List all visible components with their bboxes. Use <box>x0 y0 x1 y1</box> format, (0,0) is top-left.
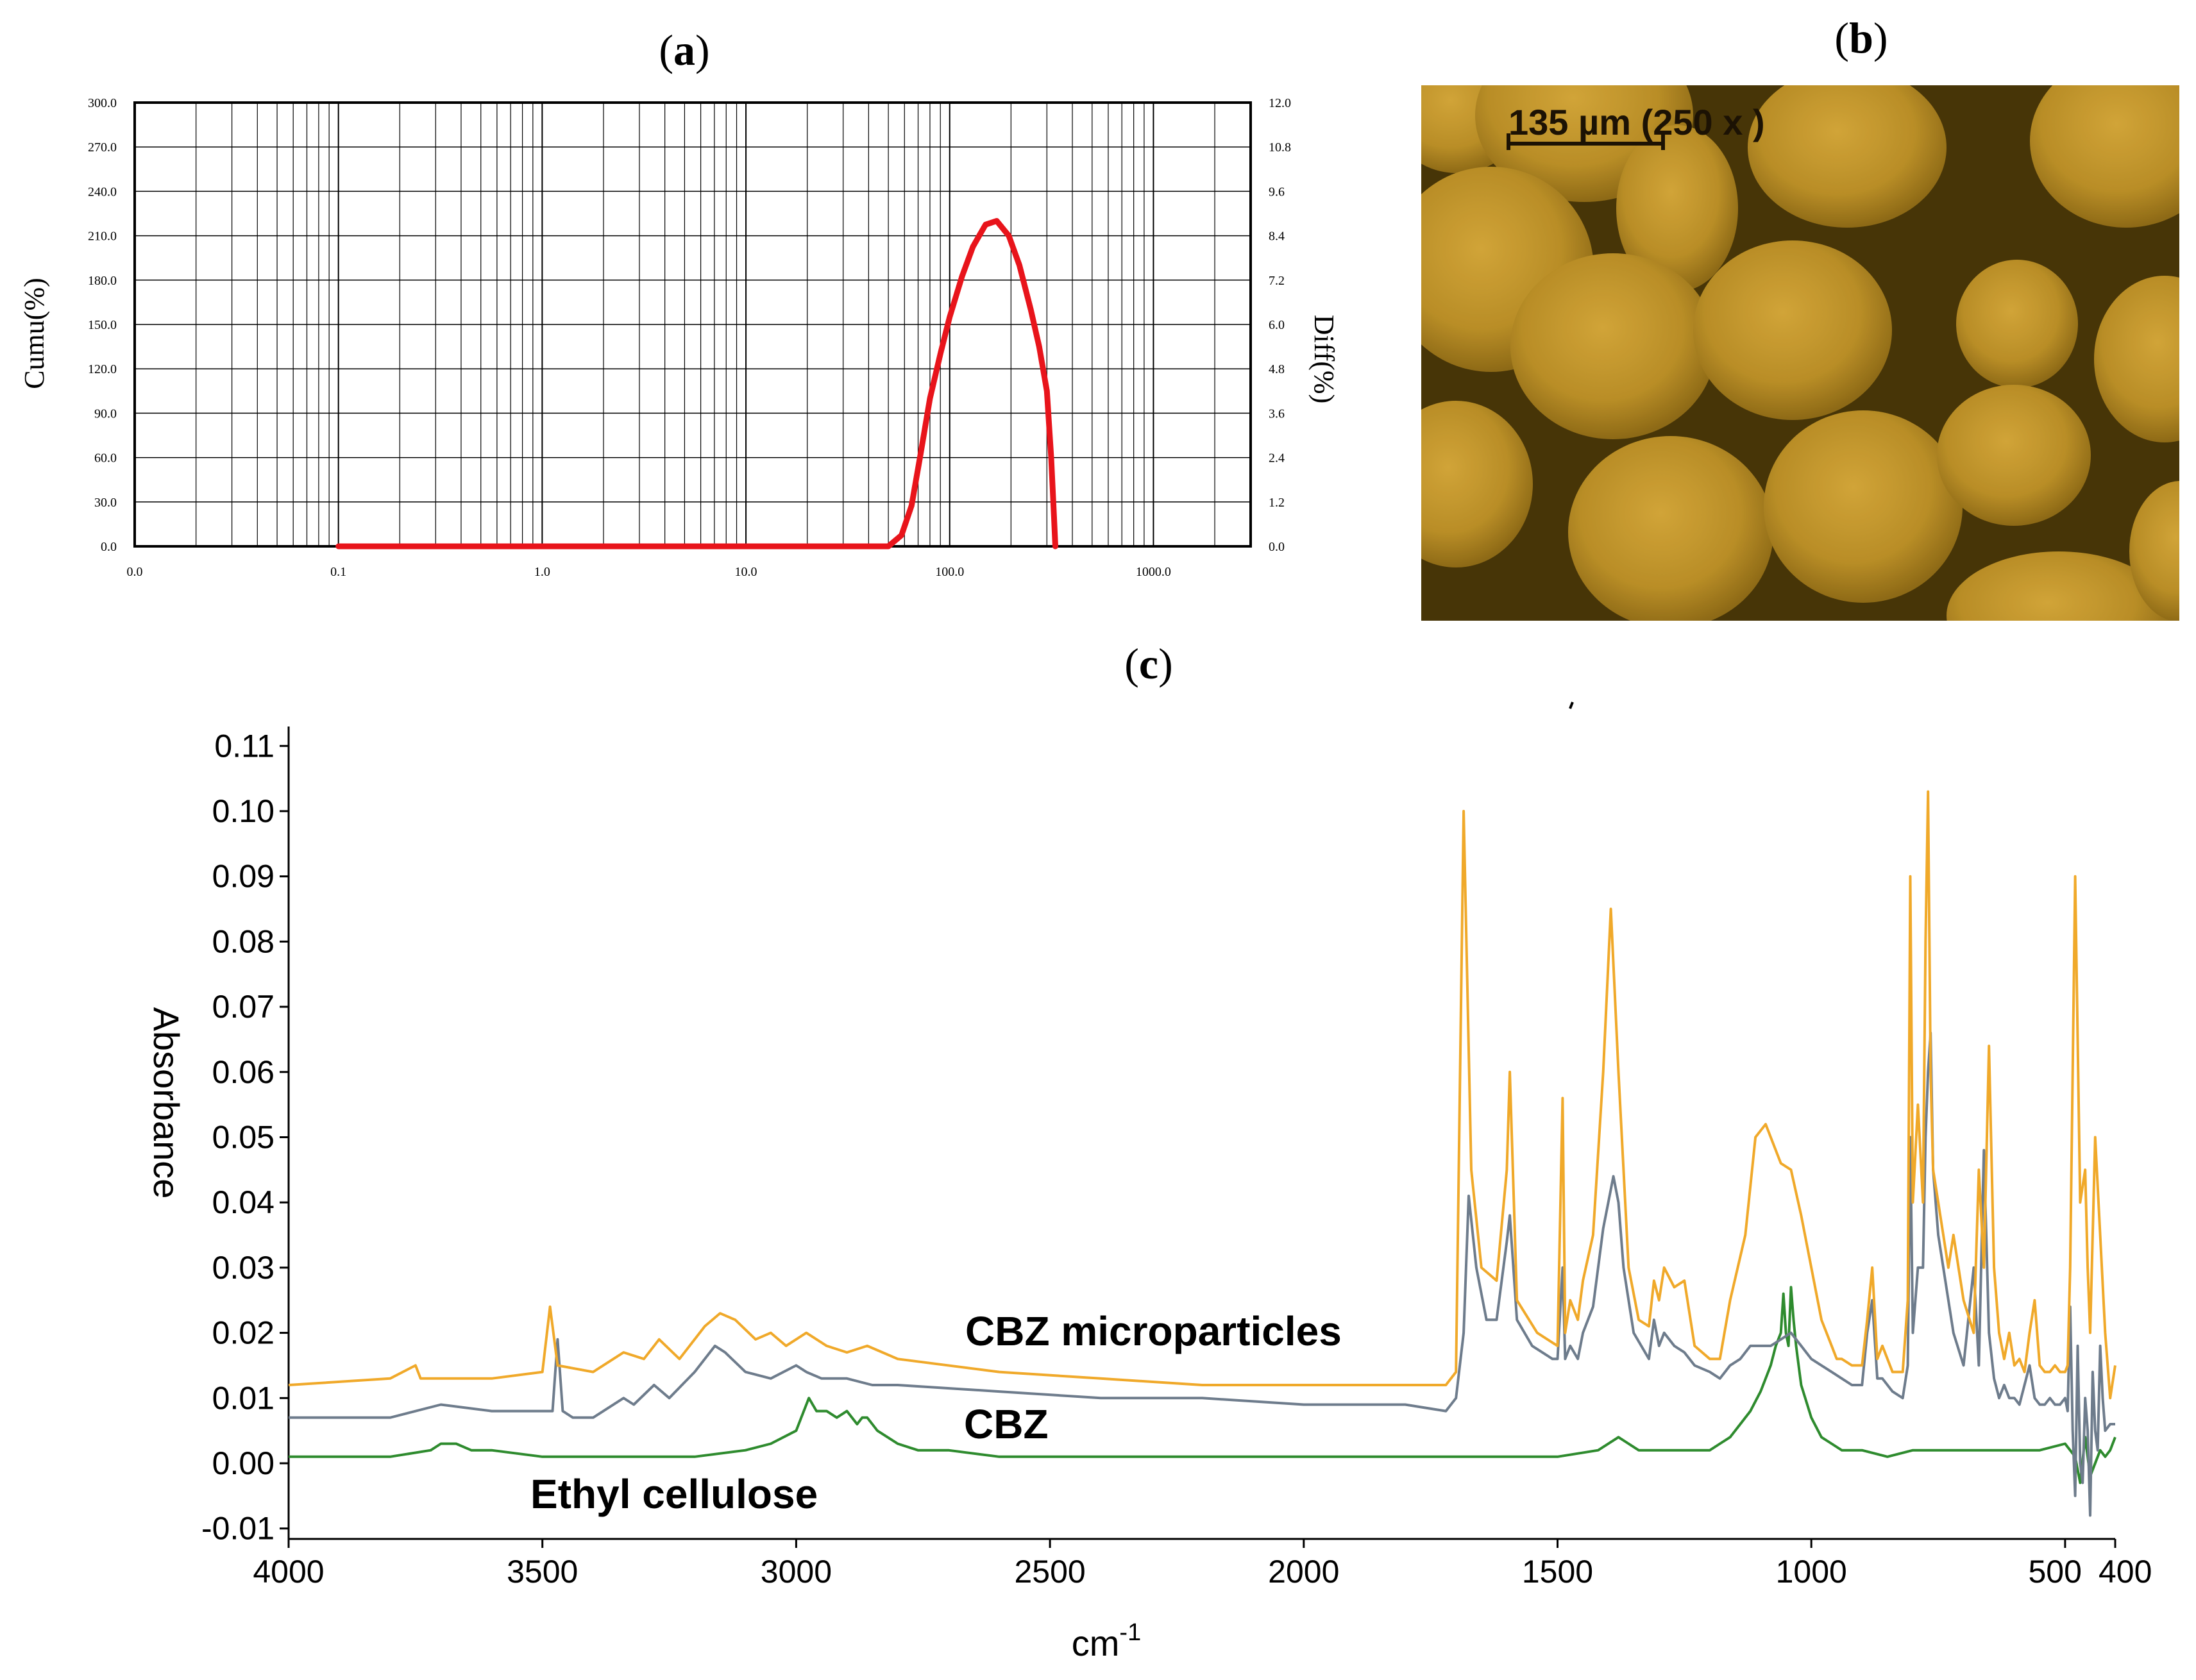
particle <box>2129 481 2179 621</box>
y-right-tick-label: 0.0 <box>1269 540 1285 554</box>
series-line-diff <box>335 218 1058 550</box>
panel-c-xlabel: cm-1 <box>1072 1619 1141 1663</box>
y-tick-label: 0.08 <box>212 923 274 959</box>
y-right-tick-label: 1.2 <box>1269 496 1285 510</box>
y-right-tick-label: 3.6 <box>1269 407 1285 421</box>
label-cbz: CBZ <box>964 1401 1049 1447</box>
particle <box>1510 253 1716 439</box>
particle <box>1693 240 1892 420</box>
series-line-ethyl-cellulose <box>289 1286 2116 1484</box>
y-right-tick-label: 7.2 <box>1269 274 1285 288</box>
y-right-tick-label: 2.4 <box>1269 451 1285 466</box>
panel-a: (a) 0.0 30.0 60.0 90.0 120.0 150.0 180.0 210.0 2… <box>19 26 1340 579</box>
y-left-tick-label: 270.0 <box>88 140 117 155</box>
scale-bar: 135 µm (250 x ) <box>1507 102 1765 150</box>
micrograph-shade <box>1421 85 2179 621</box>
y-tick-label: 0.02 <box>212 1315 274 1351</box>
y-tick-label: 0.11 <box>214 728 274 764</box>
y-left-tick-label: 90.0 <box>94 407 117 421</box>
particle <box>1568 436 1773 621</box>
x-tick-label: 1500 <box>1522 1554 1593 1590</box>
particles <box>1421 85 2179 621</box>
x-tick-label: 500 <box>2028 1554 2081 1590</box>
x-tick-label: 400 <box>2099 1554 2152 1590</box>
x-tick-label: 1000 <box>1776 1554 1847 1590</box>
particle <box>1947 551 2171 621</box>
y-right-tick-label: 8.4 <box>1269 230 1285 244</box>
y-left-tick-label: 60.0 <box>94 451 117 466</box>
y-left-tick-label: 180.0 <box>88 274 117 288</box>
y-tick-label: 0.09 <box>212 859 274 895</box>
panel-c-xlabel-sup: -1 <box>1119 1619 1141 1646</box>
y-right-tick-label: 6.0 <box>1269 318 1285 332</box>
y-right-tick-label: 10.8 <box>1269 140 1291 155</box>
particle <box>1956 260 2078 388</box>
panel-a-x-ticks: 0.0 0.1 1.0 10.0 100.0 1000.0 <box>127 565 1171 579</box>
panel-b: (b) <box>1421 13 2179 621</box>
x-tick-label: 100.0 <box>935 565 964 579</box>
panel-c: (c) -0.01 0.00 0.01 0.02 0.03 0.04 0.05 0.06 0.0… <box>146 639 2152 1663</box>
particle <box>1764 410 1963 603</box>
panel-c-x-ticks: 4000 3500 3000 2500 2000 1500 1000 500 400 <box>253 1539 2152 1590</box>
x-tick-label: 3000 <box>761 1554 832 1590</box>
x-tick-label: 10.0 <box>735 565 757 579</box>
particle <box>1748 85 1947 228</box>
panel-a-left-ticks: 0.0 30.0 60.0 90.0 120.0 150.0 180.0 210.0 240.0… <box>88 96 117 554</box>
y-left-tick-label: 300.0 <box>88 96 117 110</box>
y-tick-label: 0.00 <box>212 1445 274 1481</box>
y-left-tick-label: 0.0 <box>101 540 117 554</box>
y-tick-label: 0.06 <box>212 1054 274 1090</box>
x-tick-label: 1000.0 <box>1136 565 1171 579</box>
y-right-tick-label: 9.6 <box>1269 185 1285 199</box>
particle <box>1616 125 1738 292</box>
panel-c-y-ticks: -0.01 0.00 0.01 0.02 0.03 0.04 0.05 0.06 0.07 0.0… <box>201 728 289 1547</box>
y-left-tick-label: 120.0 <box>88 362 117 376</box>
y-left-tick-label: 240.0 <box>88 185 117 199</box>
y-tick-label: 0.04 <box>212 1184 274 1220</box>
panel-c-series <box>288 790 2116 1517</box>
panel-a-grid <box>135 103 1251 546</box>
y-tick-label: 0.05 <box>212 1120 274 1155</box>
particle <box>1421 401 1533 567</box>
particle <box>1937 385 2091 526</box>
y-tick-label: 0.01 <box>212 1380 274 1416</box>
x-tick-label: 2500 <box>1014 1554 1085 1590</box>
y-left-tick-label: 150.0 <box>88 318 117 332</box>
particle <box>2094 276 2179 442</box>
x-tick-label: 4000 <box>253 1554 324 1590</box>
label-ethyl-cellulose: Ethyl cellulose <box>530 1471 818 1517</box>
panel-a-right-ticks: 0.0 1.2 2.4 3.6 4.8 6.0 7.2 8.4 9.6 10.8 12.0 <box>1269 96 1291 554</box>
y-tick-label: -0.01 <box>201 1511 274 1547</box>
x-tick-label: 2000 <box>1268 1554 1339 1590</box>
y-tick-label: 0.07 <box>212 989 274 1025</box>
label-cbz-microparticles: CBZ microparticles <box>965 1308 1342 1354</box>
stray-mark <box>1569 701 1574 709</box>
scale-bar-text: 135 µm (250 x ) <box>1508 102 1765 142</box>
panel-a-series <box>335 218 1058 550</box>
panel-c-ylabel: Absorbance <box>146 1007 187 1199</box>
x-tick-label: 1.0 <box>534 565 550 579</box>
panel-a-ylabel-right: Diff(%) <box>1308 315 1340 403</box>
panel-c-xlabel-base: cm <box>1072 1623 1120 1663</box>
panel-a-label: (a) <box>659 26 709 74</box>
x-tick-label: 0.0 <box>127 565 143 579</box>
y-tick-label: 0.03 <box>212 1250 274 1286</box>
x-tick-label: 3500 <box>507 1554 578 1590</box>
x-tick-label: 0.1 <box>330 565 346 579</box>
y-left-tick-label: 30.0 <box>94 496 117 510</box>
micrograph <box>1421 85 2179 621</box>
panel-a-ylabel-left: Cumu(%) <box>19 278 50 389</box>
panel-b-label: (b) <box>1834 13 1888 62</box>
series-line-cbz-microparticles <box>288 790 2116 1400</box>
series-line-cbz <box>289 1031 2115 1517</box>
y-right-tick-label: 12.0 <box>1269 96 1291 110</box>
y-tick-label: 0.10 <box>212 793 274 829</box>
y-right-tick-label: 4.8 <box>1269 362 1285 376</box>
panel-c-label: (c) <box>1124 639 1173 688</box>
y-left-tick-label: 210.0 <box>88 230 117 244</box>
particle <box>2030 85 2179 228</box>
